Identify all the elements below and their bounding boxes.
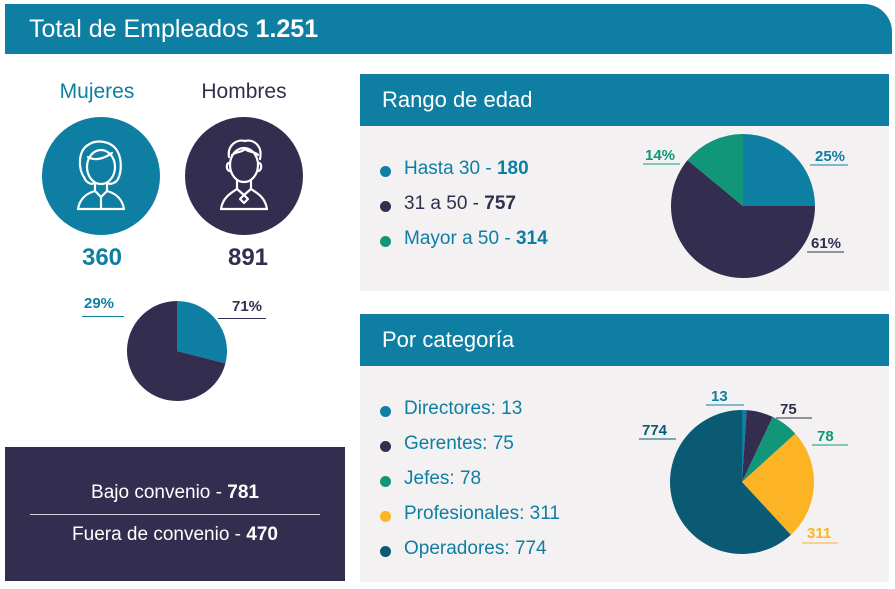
men-pct-label: 71% xyxy=(232,298,263,315)
legend-dot xyxy=(380,406,391,417)
convenio-divider xyxy=(30,514,320,515)
category-item-label: Directores: 13 xyxy=(404,398,523,419)
category-item-label: Gerentes: 75 xyxy=(404,433,514,454)
age-item-label: 31 a 50 - xyxy=(404,193,485,214)
women-pct-label: 29% xyxy=(84,295,115,312)
pie-label-gerentes: 75 xyxy=(780,401,797,418)
legend-dot xyxy=(380,166,391,177)
pie-label-operadores: 774 xyxy=(642,422,668,439)
men-label: Hombres xyxy=(201,80,287,103)
pie-label-directores: 13 xyxy=(711,388,728,405)
pie-label-jefes: 78 xyxy=(817,428,834,445)
women-count: 360 xyxy=(81,244,123,271)
bajo-convenio-value: 781 xyxy=(227,482,259,503)
age-legend-text: Hasta 30 - 180 xyxy=(404,158,529,180)
bajo-convenio: Bajo convenio - 781 xyxy=(5,482,345,504)
pie-slice-hombres xyxy=(127,301,226,401)
pie-slice-hasta-30 xyxy=(743,134,815,206)
category-item-label: Jefes: 78 xyxy=(404,468,482,489)
pie-slice-profesionales xyxy=(742,433,814,535)
women-label: Mujeres xyxy=(59,80,135,103)
legend-dot xyxy=(380,546,391,557)
legend-dot xyxy=(380,476,391,487)
pie-slice-directores xyxy=(742,410,747,482)
category-item-label: Profesionales: 311 xyxy=(404,503,560,524)
category-pie-chart: 13 75 78 311 774 xyxy=(639,388,848,554)
pie-slice-operadores xyxy=(670,410,791,554)
bajo-convenio-label: Bajo convenio - xyxy=(91,482,228,503)
age-panel-title: Rango de edad xyxy=(360,74,889,126)
women-pct-line xyxy=(82,316,124,317)
pie-slice-jefes xyxy=(742,416,796,482)
category-panel-title: Por categoría xyxy=(360,314,889,366)
total-employees-banner: Total de Empleados 1.251 xyxy=(5,4,892,54)
age-item-label: Hasta 30 - xyxy=(404,158,497,179)
fuera-convenio-value: 470 xyxy=(246,524,278,545)
man-icon xyxy=(219,139,269,211)
banner-title: Total de Empleados xyxy=(29,15,249,43)
legend-dot xyxy=(380,441,391,452)
fuera-convenio-label: Fuera de convenio - xyxy=(72,524,247,545)
pie-slice-mujeres xyxy=(177,301,227,364)
woman-icon xyxy=(76,140,126,211)
men-count: 891 xyxy=(227,244,269,271)
legend-dot xyxy=(380,236,391,247)
age-legend-text: Mayor a 50 - 314 xyxy=(404,228,548,250)
gender-pie-chart xyxy=(127,301,227,401)
age-pie-chart: 25% 61% 14% xyxy=(643,134,848,278)
age-item-value: 180 xyxy=(496,158,529,179)
man-avatar xyxy=(185,117,303,235)
pie-slice-31-a-50 xyxy=(671,160,815,278)
pie-label-profesionales: 311 xyxy=(807,525,831,542)
pie-slice-gerentes xyxy=(742,410,773,482)
age-item-label: Mayor a 50 - xyxy=(404,228,516,249)
men-pct-line xyxy=(218,318,266,319)
age-item-value: 757 xyxy=(484,193,516,214)
fuera-convenio: Fuera de convenio - 470 xyxy=(5,524,345,546)
category-item-label: Operadores: 774 xyxy=(404,538,547,559)
pie-label-mayor-a-50: 14% xyxy=(645,147,675,164)
pie-slice-mayor-a-50 xyxy=(687,134,743,206)
legend-dot xyxy=(380,201,391,212)
pie-label-hasta-30: 25% xyxy=(815,148,845,165)
woman-avatar xyxy=(42,117,160,235)
pie-label-31-a-50: 61% xyxy=(811,235,841,252)
legend-dot xyxy=(380,511,391,522)
age-legend-text: 31 a 50 - 757 xyxy=(404,193,516,215)
banner-total: 1.251 xyxy=(255,15,319,43)
convenio-box: Bajo convenio - 781 Fuera de convenio - … xyxy=(5,447,345,581)
age-item-value: 314 xyxy=(515,228,548,249)
